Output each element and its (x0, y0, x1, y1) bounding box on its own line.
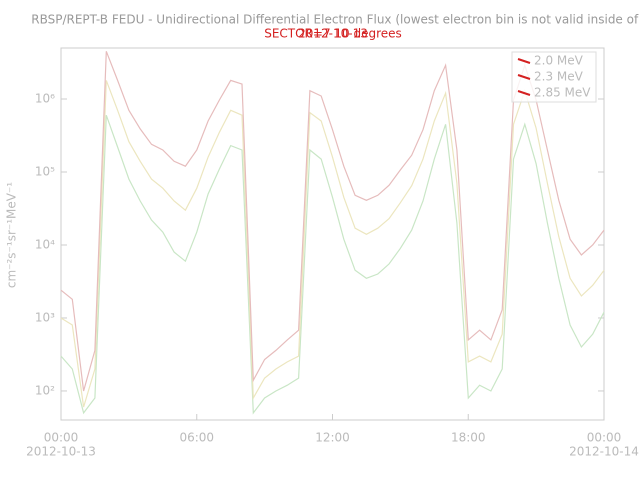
chart-subtitle: SECTOR=7 10 degrees (264, 27, 402, 41)
x-tick-label: 00:00 (587, 431, 622, 445)
x-tick-label: 12:00 (315, 431, 350, 445)
series-line (60, 80, 605, 408)
y-tick-label: 10² (35, 383, 55, 397)
legend-label: 2.0 MeV (534, 54, 584, 68)
series-line (60, 114, 605, 415)
legend-marker (517, 90, 531, 96)
legend-marker (517, 58, 531, 64)
legend-label: 2.3 MeV (534, 70, 584, 84)
chart-title: RBSP/REPT-B FEDU - Unidirectional Differ… (31, 13, 640, 27)
x-tick-label: 18:00 (451, 431, 486, 445)
legend-marker (517, 74, 531, 80)
x-tick-label: 00:00 (44, 431, 79, 445)
y-tick-label: 10⁵ (35, 165, 55, 179)
x-date-label: 2012-10-14 (569, 445, 639, 459)
y-tick-label: 10³ (35, 310, 55, 324)
date-label: 2012-10-13 (298, 27, 368, 41)
legend-label: 2.85 MeV (534, 86, 591, 100)
x-tick-label: 06:00 (179, 431, 214, 445)
plot-frame (60, 47, 605, 421)
x-date-label: 2012-10-13 (26, 445, 96, 459)
y-tick-label: 10⁴ (35, 237, 55, 251)
y-axis-label: cm⁻²s⁻¹sr⁻¹MeV⁻¹ (5, 182, 19, 288)
y-tick-label: 10⁶ (35, 92, 55, 106)
